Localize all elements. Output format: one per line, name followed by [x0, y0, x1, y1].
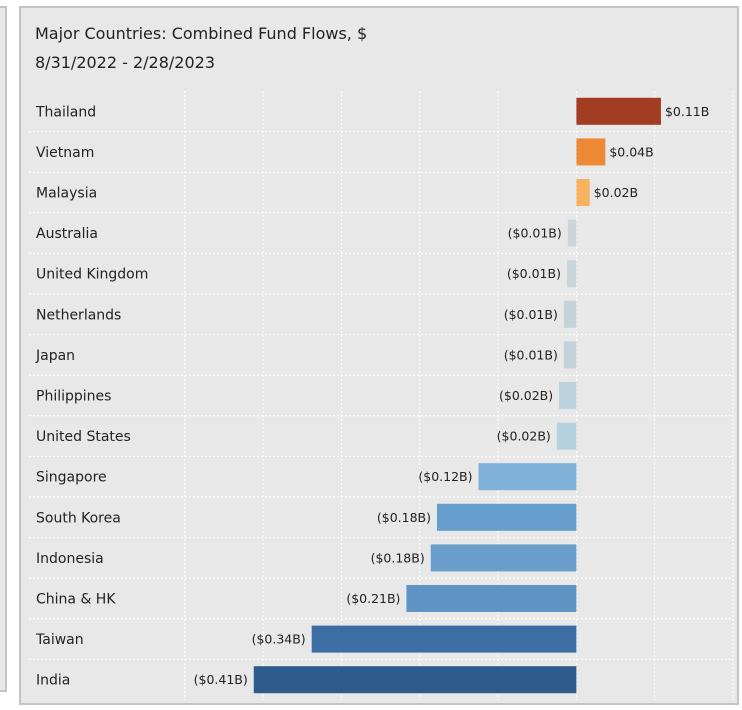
category-label: Singapore [36, 470, 107, 486]
bar-row: Thailand $0.11B [35, 97, 709, 125]
bar [563, 300, 577, 328]
bar [576, 179, 590, 206]
category-label: Vietnam [36, 145, 94, 161]
bar [559, 382, 577, 409]
bar-row: Philippines ($0.02B) [36, 382, 577, 409]
bar [567, 219, 577, 247]
bar-row: Japan ($0.01B) [35, 341, 577, 369]
bar-row: India ($0.41B) [36, 666, 577, 694]
adjacent-panel-edge [0, 6, 7, 692]
category-label: Australia [36, 226, 98, 242]
bar-row: United States ($0.02B) [36, 422, 577, 450]
bar-row: Taiwan ($0.34B) [35, 625, 577, 653]
value-label: ($0.34B) [252, 632, 306, 647]
category-label: Thailand [35, 104, 96, 120]
category-label: United States [36, 429, 131, 445]
category-label: Indonesia [36, 551, 104, 567]
bar-row: South Korea ($0.18B) [36, 503, 577, 531]
bar-row: Singapore ($0.12B) [36, 463, 577, 491]
bar [436, 503, 577, 531]
bar [406, 585, 577, 612]
bar [576, 138, 606, 166]
value-label: $0.02B [594, 185, 638, 200]
category-label: India [36, 673, 70, 689]
bar [478, 463, 577, 491]
category-label: South Korea [36, 510, 121, 526]
category-label: Netherlands [36, 307, 121, 323]
bar [311, 625, 577, 653]
bar-row: Netherlands ($0.01B) [36, 300, 577, 328]
value-label: ($0.01B) [507, 266, 561, 281]
bar [556, 422, 577, 450]
bar [576, 97, 661, 125]
bar [563, 341, 577, 369]
category-label: Taiwan [35, 632, 84, 648]
value-label: ($0.18B) [371, 550, 425, 565]
bar [566, 260, 577, 288]
gridlines [29, 91, 734, 700]
category-label: China & HK [36, 592, 116, 608]
bar-row: Australia ($0.01B) [36, 219, 577, 247]
bar-row: United Kingdom ($0.01B) [36, 260, 577, 288]
value-label: ($0.21B) [346, 591, 400, 606]
value-label: ($0.01B) [508, 226, 562, 241]
value-label: ($0.18B) [377, 510, 431, 525]
value-label: ($0.01B) [504, 347, 558, 362]
bar [430, 544, 577, 572]
chart-title: Major Countries: Combined Fund Flows, $ [35, 24, 368, 43]
value-label: $0.04B [609, 144, 653, 159]
value-label: ($0.02B) [497, 429, 551, 444]
value-label: ($0.02B) [499, 388, 553, 403]
category-label: United Kingdom [36, 267, 148, 283]
value-label: ($0.01B) [504, 307, 558, 322]
chart-panel: Major Countries: Combined Fund Flows, $ … [19, 6, 739, 705]
bar-row: China & HK ($0.21B) [36, 585, 577, 612]
bar [253, 666, 577, 694]
value-label: ($0.41B) [194, 672, 248, 687]
category-label: Japan [35, 348, 75, 364]
bar-rows: Thailand $0.11B Vietnam $0.04B Malaysia $0.02… [35, 97, 709, 694]
bar-row: Indonesia ($0.18B) [36, 544, 577, 572]
value-label: ($0.12B) [418, 469, 472, 484]
value-label: $0.11B [665, 104, 709, 119]
category-label: Malaysia [36, 186, 97, 202]
bar-row: Malaysia $0.02B [36, 179, 638, 206]
bar-row: Vietnam $0.04B [36, 138, 654, 166]
bar-chart-plot: Thailand $0.11B Vietnam $0.04B Malaysia $0.02… [29, 91, 734, 700]
chart-subtitle: 8/31/2022 - 2/28/2023 [35, 53, 216, 72]
category-label: Philippines [36, 389, 111, 405]
